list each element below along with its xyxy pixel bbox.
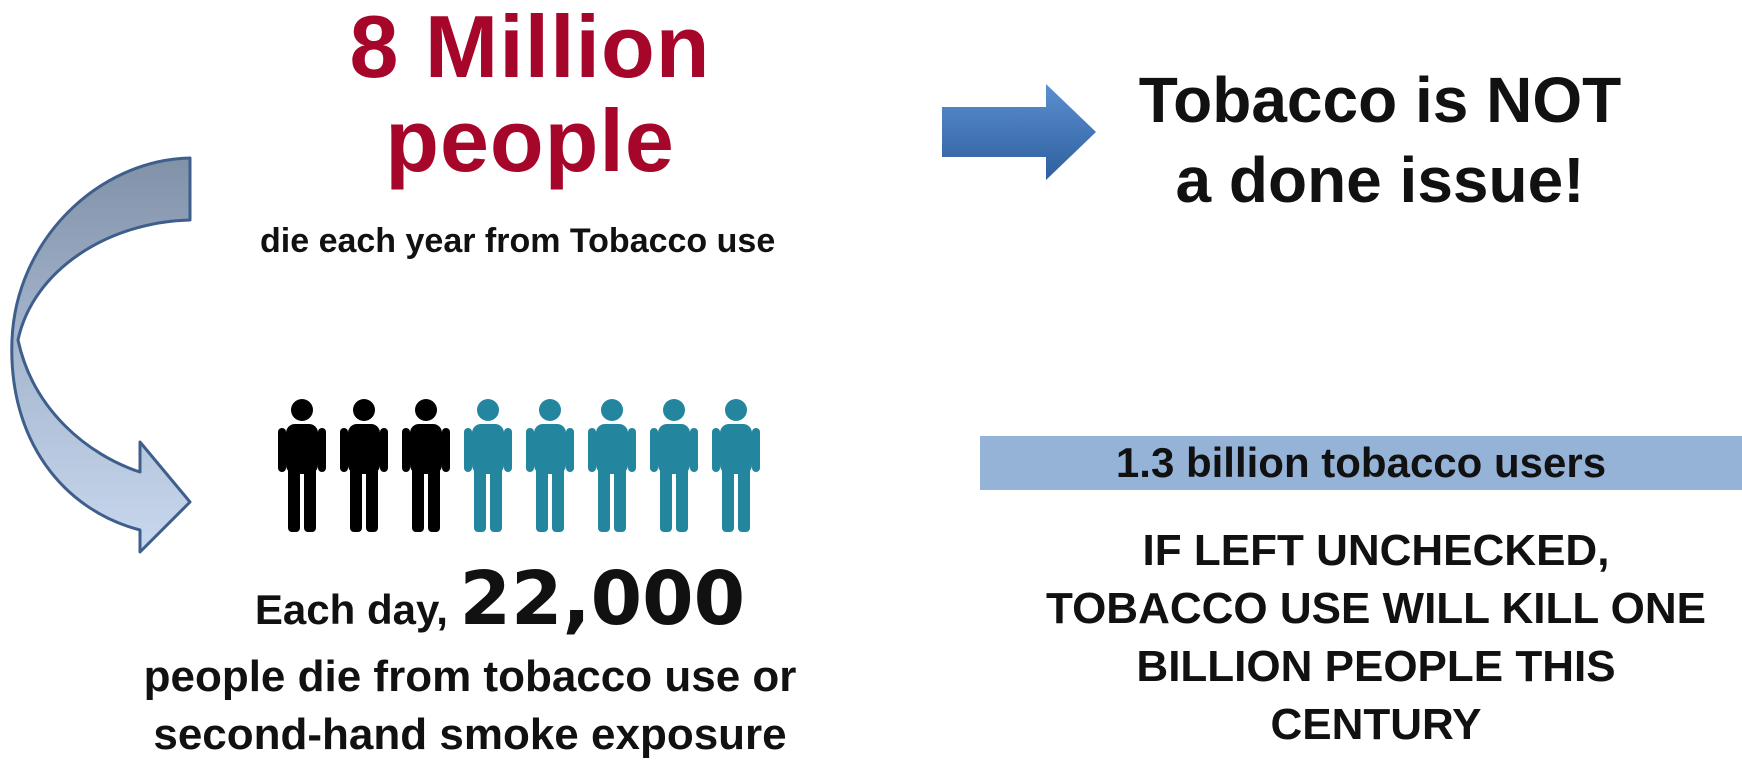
daily-line-2: people die from tobacco use or — [143, 652, 797, 701]
callout-line-1: Tobacco is NOT — [1138, 64, 1622, 136]
headline-line-2: people — [385, 91, 675, 190]
warning-line-1: IF LEFT UNCHECKED, — [1142, 526, 1610, 575]
curved-arrow-down-icon — [10, 156, 192, 554]
warning-line-2: TOBACCO USE WILL KILL ONE — [1045, 584, 1707, 633]
headline-line-1: 8 Million — [349, 0, 711, 96]
warning-text: IF LEFT UNCHECKED, TOBACCO USE WILL KILL… — [1010, 522, 1742, 754]
daily-prefix: Each day, — [254, 586, 460, 633]
headline: 8 Million people — [255, 0, 805, 188]
daily-number: 22,000 — [459, 556, 746, 642]
person-icon — [712, 399, 760, 532]
person-icon — [464, 399, 512, 532]
person-icon — [526, 399, 574, 532]
arrow-right-icon — [942, 84, 1096, 180]
users-banner: 1.3 billion tobacco users — [980, 436, 1742, 490]
yearly-subtitle: die each year from Tobacco use — [260, 222, 776, 260]
people-icon-row — [278, 399, 760, 532]
person-icon — [402, 399, 450, 532]
callout-line-2: a done issue! — [1175, 144, 1585, 216]
daily-stat-line: Each day, 22,000 — [120, 556, 880, 642]
warning-line-4: CENTURY — [1270, 700, 1482, 749]
person-icon — [650, 399, 698, 532]
warning-line-3: BILLION PEOPLE THIS — [1136, 642, 1616, 691]
person-icon — [278, 399, 326, 532]
daily-description: people die from tobacco use or second-ha… — [110, 648, 830, 760]
person-icon — [340, 399, 388, 532]
person-icon — [588, 399, 636, 532]
daily-line-3: second-hand smoke exposure — [153, 710, 787, 759]
callout: Tobacco is NOT a done issue! — [1130, 60, 1630, 220]
